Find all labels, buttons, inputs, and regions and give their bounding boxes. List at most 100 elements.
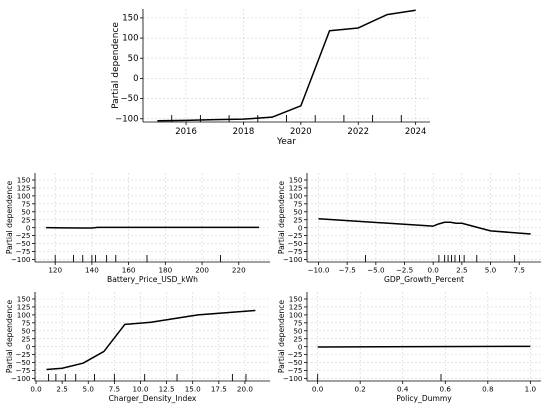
y-tick-label: 0 [133, 74, 138, 84]
x-tick-label: 220 [232, 266, 246, 275]
x-tick-label: 180 [158, 266, 172, 275]
y-tick-label: 0 [26, 342, 31, 351]
partial-dependence-line [318, 218, 531, 235]
y-tick-label: 125 [289, 184, 303, 193]
x-axis-label: Year [276, 137, 296, 147]
y-tick-label: −75 [287, 247, 302, 256]
x-tick-label: 160 [122, 266, 136, 275]
y-tick-label: 50 [21, 326, 31, 335]
x-axis-label: Charger_Density_Index [109, 394, 197, 403]
y-tick-label: 150 [122, 13, 138, 23]
x-tick-label: 2024 [405, 127, 427, 137]
x-tick-label: 0.6 [440, 385, 452, 394]
y-tick-label: −75 [15, 247, 30, 256]
y-tick-label: 0 [298, 223, 303, 232]
y-tick-label: 100 [17, 191, 31, 200]
x-axis-label: Battery_Price_USD_kWh [107, 275, 198, 284]
x-tick-label: 0.0 [30, 385, 42, 394]
y-tick-label: 0 [26, 223, 31, 232]
x-tick-label: 0.2 [354, 385, 365, 394]
y-tick-label: 100 [289, 310, 303, 319]
y-tick-label: 25 [293, 334, 302, 343]
x-tick-label: −7.5 [338, 266, 355, 275]
x-tick-label: 1.0 [525, 385, 537, 394]
y-axis-label: Partial dependence [5, 181, 14, 255]
chart-charger: 0.0 2.5 5.0 7.5 10.0 12.5 15.0 17.5 20.0−100−75−… [5, 292, 270, 403]
x-tick-label: 0.4 [397, 385, 409, 394]
x-tick-label: 7.5 [109, 385, 120, 394]
y-tick-label: 150 [289, 295, 303, 304]
y-tick-label: 25 [21, 334, 30, 343]
y-tick-label: 100 [17, 310, 31, 319]
x-axis-label: GDP_Growth_Percent [384, 275, 464, 284]
x-tick-label: −2.5 [396, 266, 413, 275]
y-axis-label: Partial dependence [111, 22, 121, 109]
y-tick-label: 75 [293, 199, 302, 208]
y-tick-label: 50 [293, 326, 303, 335]
x-tick-label: 140 [85, 266, 99, 275]
x-tick-label: 2018 [233, 127, 255, 137]
x-tick-label: 2016 [175, 127, 197, 137]
y-tick-label: 150 [17, 176, 31, 185]
y-axis-label: Partial dependence [277, 181, 286, 255]
y-tick-label: 75 [21, 199, 30, 208]
y-tick-label: −50 [287, 239, 303, 248]
y-tick-label: −50 [15, 239, 31, 248]
x-tick-label: 0.0 [312, 385, 324, 394]
y-tick-label: −25 [15, 350, 30, 359]
x-tick-label: 20.0 [237, 385, 253, 394]
y-tick-label: −75 [15, 366, 30, 375]
y-tick-label: 50 [293, 207, 303, 216]
y-tick-label: −100 [11, 255, 31, 264]
x-tick-label: 5.0 [83, 385, 95, 394]
x-tick-label: 0.0 [427, 266, 439, 275]
x-tick-label: 2022 [347, 127, 369, 137]
y-axis-label: Partial dependence [277, 300, 286, 374]
chart-gdp: −10.0 −7.5 −5.0 −2.5 0.0 2.5 5.0 7.5 −100−75−50−… [277, 173, 541, 284]
y-tick-label: 125 [17, 184, 31, 193]
partial-dependence-line [157, 9, 416, 122]
y-tick-label: 50 [128, 54, 139, 64]
partial-dependence-line [317, 345, 531, 348]
y-tick-label: 75 [293, 318, 302, 327]
y-tick-label: −25 [287, 350, 302, 359]
x-tick-label: 2020 [290, 127, 312, 137]
partial-dependence-line [46, 226, 259, 229]
y-tick-label: −25 [15, 231, 30, 240]
x-tick-label: 10.0 [132, 385, 148, 394]
y-tick-label: 50 [21, 207, 31, 216]
y-tick-label: −100 [115, 114, 138, 124]
chart-year: 2016 2018 2020 2022 2024 −100 −50 0 50 100 150 Year… [111, 9, 430, 147]
y-tick-label: 100 [122, 34, 138, 44]
y-tick-label: 100 [289, 191, 303, 200]
x-tick-label: 2.5 [456, 266, 467, 275]
y-tick-label: 125 [289, 303, 303, 312]
chart-battery: 120 140 160 180 200 220 −100−75−50−25025507510… [5, 173, 270, 284]
y-tick-label: −100 [283, 255, 303, 264]
y-tick-label: −50 [287, 358, 303, 367]
y-tick-label: −50 [121, 94, 139, 104]
y-tick-label: 25 [21, 215, 30, 224]
x-tick-label: 2.5 [56, 385, 67, 394]
x-tick-label: 7.5 [513, 266, 524, 275]
y-tick-label: 0 [298, 342, 303, 351]
x-tick-label: 15.0 [185, 385, 201, 394]
x-tick-label: 120 [48, 266, 62, 275]
chart-policy: 0.0 0.2 0.4 0.6 0.8 1.0 −100−75−50−25025507510… [277, 292, 541, 403]
x-axis-label: Policy_Dummy [396, 394, 452, 403]
x-tick-label: 5.0 [485, 266, 497, 275]
x-tick-label: 200 [195, 266, 209, 275]
y-axis-label: Partial dependence [5, 300, 14, 374]
y-tick-label: 25 [293, 215, 302, 224]
x-tick-label: 0.8 [482, 385, 494, 394]
y-tick-label: 150 [17, 295, 31, 304]
y-tick-label: 125 [17, 303, 31, 312]
x-tick-label: −10.0 [307, 266, 329, 275]
partial-dependence-line [46, 309, 256, 371]
y-tick-label: 150 [289, 176, 303, 185]
y-tick-label: 75 [21, 318, 30, 327]
x-tick-label: 17.5 [211, 385, 227, 394]
y-tick-label: −75 [287, 366, 302, 375]
y-tick-label: −100 [283, 374, 303, 383]
